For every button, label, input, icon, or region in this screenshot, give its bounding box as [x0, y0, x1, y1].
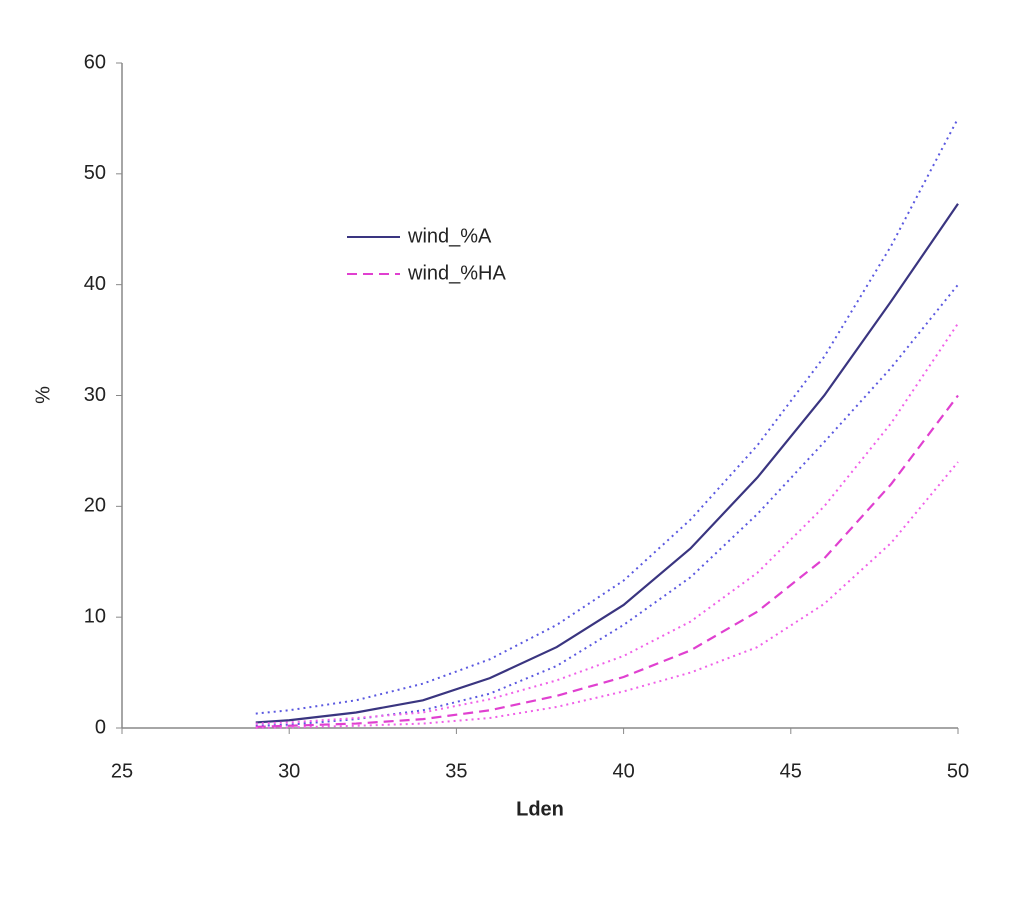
series-line: [255, 203, 959, 724]
series-line: [255, 394, 959, 728]
y-tick-label: 0: [95, 716, 106, 738]
series-line: [255, 461, 959, 729]
y-tick-label: 60: [84, 51, 106, 73]
x-tick-label: 30: [278, 760, 300, 782]
series-line: [255, 322, 959, 725]
legend-label: wind_%HA: [407, 262, 506, 284]
y-tick-label: 10: [84, 605, 106, 627]
x-tick-label: 45: [780, 760, 802, 782]
y-axis-label: %: [32, 386, 54, 404]
series-line: [255, 284, 959, 727]
y-tick-label: 50: [84, 162, 106, 184]
y-tick-label: 40: [84, 273, 106, 295]
x-axis-label: Lden: [516, 798, 564, 820]
legend-label: wind_%A: [407, 225, 492, 247]
y-tick-label: 20: [84, 495, 106, 517]
series-line: [255, 117, 959, 715]
x-tick-label: 50: [947, 760, 969, 782]
x-tick-label: 40: [612, 760, 634, 782]
x-tick-label: 35: [445, 760, 467, 782]
y-tick-label: 30: [84, 384, 106, 406]
x-tick-label: 25: [111, 760, 133, 782]
